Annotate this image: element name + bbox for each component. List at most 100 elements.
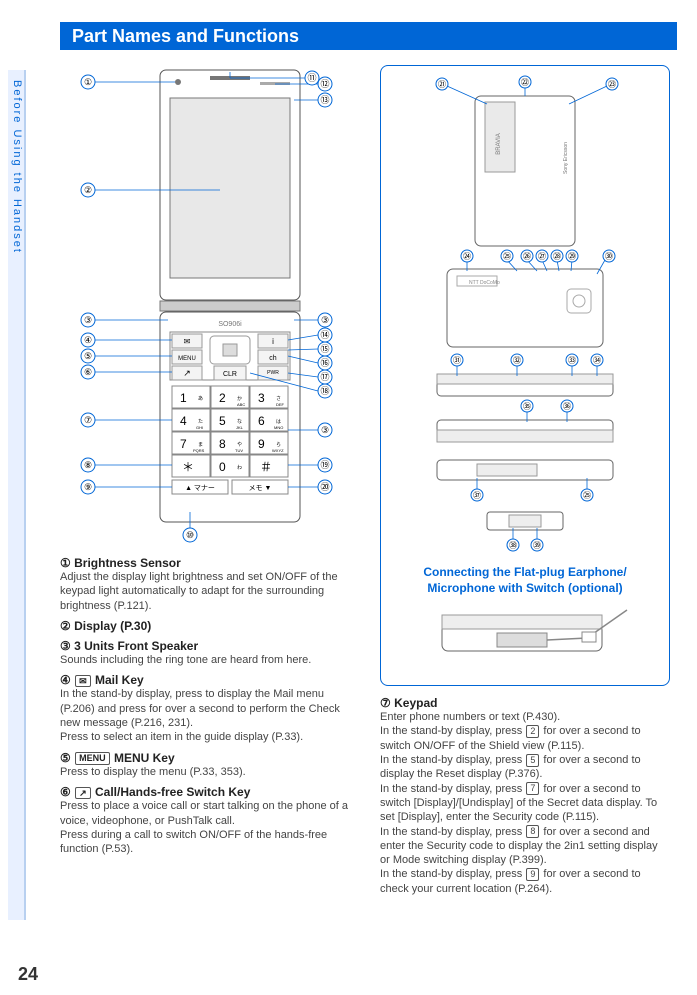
svg-text:0: 0 bbox=[219, 460, 226, 474]
svg-text:6: 6 bbox=[258, 414, 265, 428]
item-7-title: ⑦ Keypad bbox=[380, 696, 670, 710]
svg-text:i: i bbox=[272, 337, 274, 346]
item-1-body: Adjust the display light brightness and … bbox=[60, 570, 360, 613]
right-text: ⑦ Keypad Enter phone numbers or text (P.… bbox=[380, 696, 670, 896]
item-3-title: ③ 3 Units Front Speaker bbox=[60, 639, 360, 653]
svg-text:⑱: ⑱ bbox=[320, 386, 329, 396]
svg-text:⑮: ⑮ bbox=[320, 344, 329, 354]
svg-text:7: 7 bbox=[180, 437, 187, 451]
svg-text:③: ③ bbox=[321, 425, 329, 435]
svg-text:㉝: ㉝ bbox=[568, 356, 576, 365]
svg-text:㉒: ㉒ bbox=[521, 78, 529, 87]
earphone-title: Connecting the Flat-plug Earphone/ Micro… bbox=[387, 565, 663, 596]
key-5: 5 bbox=[526, 754, 539, 767]
svg-text:CLR: CLR bbox=[223, 371, 237, 378]
svg-text:㉟: ㉟ bbox=[523, 402, 531, 411]
svg-text:㊱: ㊱ bbox=[563, 402, 571, 411]
svg-text:＊: ＊ bbox=[182, 460, 194, 474]
svg-text:㉕: ㉕ bbox=[583, 491, 591, 500]
svg-text:⑦: ⑦ bbox=[84, 415, 92, 425]
svg-text:⑫: ⑫ bbox=[320, 79, 329, 89]
item-5-body: Press to display the menu (P.33, 353). bbox=[60, 765, 360, 779]
svg-text:さ: さ bbox=[276, 395, 281, 402]
svg-text:か: か bbox=[237, 395, 242, 402]
svg-text:⑳: ⑳ bbox=[320, 482, 329, 492]
svg-text:⑲: ⑲ bbox=[320, 460, 329, 470]
svg-text:⑭: ⑭ bbox=[320, 330, 329, 340]
left-text: ① Brightness Sensor Adjust the display l… bbox=[60, 556, 360, 857]
svg-text:㉞: ㉞ bbox=[593, 356, 601, 365]
earphone-diagram bbox=[387, 600, 663, 670]
key-2: 2 bbox=[526, 725, 539, 738]
mail-key-icon: ✉ bbox=[75, 675, 91, 688]
svg-text:㉓: ㉓ bbox=[608, 80, 616, 89]
svg-text:2: 2 bbox=[219, 391, 226, 405]
svg-text:な: な bbox=[237, 418, 242, 425]
svg-text:Sony Ericsson: Sony Ericsson bbox=[563, 142, 569, 174]
svg-text:㊳: ㊳ bbox=[509, 541, 517, 550]
section-title: Part Names and Functions bbox=[72, 26, 299, 46]
svg-text:PQRS: PQRS bbox=[193, 448, 205, 453]
svg-text:⑥: ⑥ bbox=[84, 367, 92, 377]
call-key-icon: ↗ bbox=[75, 787, 91, 800]
svg-text:4: 4 bbox=[180, 414, 187, 428]
svg-text:＃: ＃ bbox=[260, 460, 272, 474]
svg-text:GHI: GHI bbox=[196, 425, 203, 430]
side-tab: Before Using the Handset bbox=[8, 70, 26, 920]
svg-text:⑩: ⑩ bbox=[186, 530, 194, 540]
svg-text:✉: ✉ bbox=[184, 337, 191, 346]
svg-text:MENU: MENU bbox=[178, 356, 196, 362]
svg-text:JKL: JKL bbox=[236, 425, 244, 430]
svg-text:WXYZ: WXYZ bbox=[272, 448, 284, 453]
left-column: SO906i ✉ i MENU ch ↗ CLR PWR 1 2 3 bbox=[60, 60, 360, 857]
svg-text:BRAVIA: BRAVIA bbox=[496, 133, 502, 155]
svg-text:わ: わ bbox=[237, 464, 242, 471]
svg-text:⑪: ⑪ bbox=[307, 73, 316, 83]
svg-text:㉕: ㉕ bbox=[503, 252, 511, 261]
svg-text:3: 3 bbox=[258, 391, 265, 405]
item-1-title: ① Brightness Sensor bbox=[60, 556, 360, 570]
phone-views-diagram: BRAVIA Sony Ericsson ㉑ ㉒ ㉓ NTT DoCoMo bbox=[387, 74, 663, 554]
svg-text:TUV: TUV bbox=[235, 448, 243, 453]
item-6-title: ⑥ ↗ Call/Hands-free Switch Key bbox=[60, 785, 360, 799]
svg-text:DEF: DEF bbox=[276, 402, 285, 407]
svg-text:▲ マナー: ▲ マナー bbox=[185, 484, 215, 492]
svg-text:④: ④ bbox=[84, 335, 92, 345]
svg-text:㊲: ㊲ bbox=[473, 491, 481, 500]
item-4-body: In the stand-by display, press to displa… bbox=[60, 687, 360, 744]
svg-text:㉘: ㉘ bbox=[553, 252, 561, 261]
svg-text:ABC: ABC bbox=[237, 402, 245, 407]
svg-text:や: や bbox=[237, 441, 242, 448]
svg-text:⑤: ⑤ bbox=[84, 351, 92, 361]
svg-text:③: ③ bbox=[84, 315, 92, 325]
page-number: 24 bbox=[18, 964, 38, 985]
section-header: Part Names and Functions bbox=[60, 22, 677, 50]
phone-open-diagram: SO906i ✉ i MENU ch ↗ CLR PWR 1 2 3 bbox=[60, 60, 360, 550]
svg-text:①: ① bbox=[84, 77, 92, 87]
svg-text:メモ ▼: メモ ▼ bbox=[249, 484, 272, 492]
key-8: 8 bbox=[526, 825, 539, 838]
svg-text:⑨: ⑨ bbox=[84, 482, 92, 492]
svg-text:㉗: ㉗ bbox=[538, 252, 546, 261]
svg-text:㉙: ㉙ bbox=[568, 252, 576, 261]
key-9: 9 bbox=[526, 868, 539, 881]
svg-text:㉛: ㉛ bbox=[453, 356, 461, 365]
svg-text:㉔: ㉔ bbox=[463, 252, 471, 261]
svg-text:⑰: ⑰ bbox=[320, 372, 329, 382]
svg-text:SO906i: SO906i bbox=[218, 321, 242, 328]
svg-text:MNO: MNO bbox=[274, 425, 283, 430]
svg-text:㉚: ㉚ bbox=[605, 252, 613, 261]
svg-text:8: 8 bbox=[219, 437, 226, 451]
svg-text:PWR: PWR bbox=[267, 370, 279, 376]
svg-text:③: ③ bbox=[321, 315, 329, 325]
item-4-title: ④ ✉ Mail Key bbox=[60, 673, 360, 687]
right-column: BRAVIA Sony Ericsson ㉑ ㉒ ㉓ NTT DoCoMo bbox=[380, 65, 670, 896]
svg-text:NTT DoCoMo: NTT DoCoMo bbox=[469, 280, 500, 286]
item-6-body: Press to place a voice call or start tal… bbox=[60, 799, 360, 856]
key-7: 7 bbox=[526, 782, 539, 795]
svg-text:5: 5 bbox=[219, 414, 226, 428]
svg-text:⑬: ⑬ bbox=[320, 95, 329, 105]
item-3-body: Sounds including the ring tone are heard… bbox=[60, 653, 360, 667]
svg-text:㊴: ㊴ bbox=[533, 541, 541, 550]
svg-text:⑧: ⑧ bbox=[84, 460, 92, 470]
